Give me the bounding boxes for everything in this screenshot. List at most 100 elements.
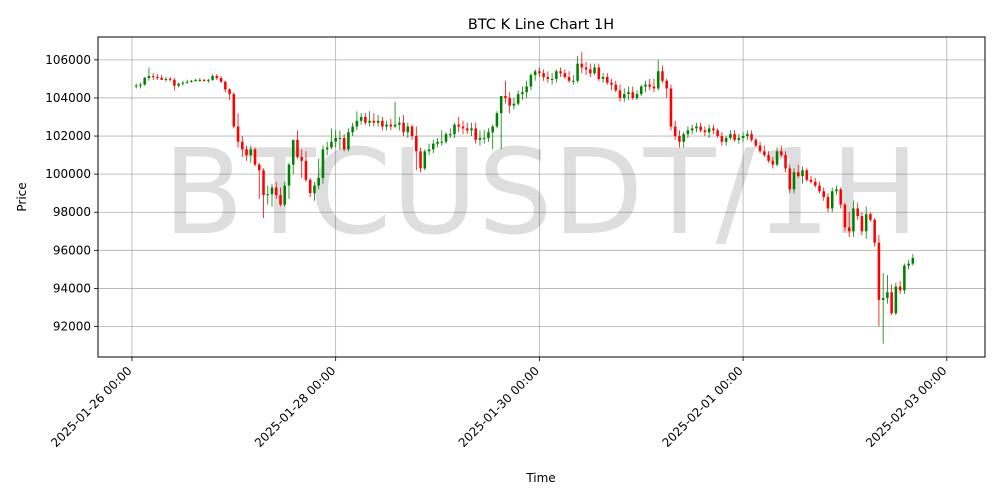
- candle: [622, 88, 626, 102]
- candle-body: [771, 160, 775, 165]
- candle: [881, 273, 885, 344]
- candle: [385, 120, 388, 131]
- y-tick-label: 102000: [45, 129, 91, 143]
- candle-body: [444, 134, 448, 142]
- candle: [232, 92, 236, 129]
- candle: [504, 80, 507, 104]
- candle-body: [423, 151, 427, 169]
- candle: [673, 120, 677, 140]
- candle: [563, 69, 567, 79]
- candle-body: [512, 103, 516, 106]
- candle: [143, 77, 146, 86]
- candle: [508, 92, 511, 114]
- candle: [712, 124, 715, 135]
- candle-body: [678, 136, 681, 142]
- x-tick-label: 2025-01-26 00:00: [48, 364, 134, 450]
- candle: [474, 122, 477, 144]
- candle-body: [368, 120, 371, 123]
- candle-body: [822, 191, 826, 197]
- chart-title: BTC K Line Chart 1H: [468, 17, 614, 33]
- candle-body: [347, 132, 350, 150]
- candle: [627, 86, 630, 100]
- candle-body: [767, 155, 770, 161]
- candle: [440, 130, 444, 146]
- candle: [555, 69, 558, 83]
- candle-body: [478, 137, 482, 140]
- candle: [419, 147, 422, 173]
- candle-body: [606, 77, 609, 83]
- candle-body: [160, 77, 163, 80]
- candle-body: [903, 265, 906, 291]
- candle: [139, 82, 142, 89]
- candle: [864, 206, 868, 239]
- candle: [398, 117, 401, 131]
- candle-body: [224, 81, 227, 90]
- candle: [347, 128, 350, 152]
- candle-body: [279, 195, 282, 205]
- candle: [279, 187, 282, 207]
- candle: [436, 137, 439, 148]
- candle-body: [300, 157, 303, 161]
- candle: [368, 111, 371, 127]
- candle: [274, 181, 278, 199]
- candle-body: [385, 124, 388, 127]
- candle-body: [533, 71, 537, 76]
- candle: [720, 132, 724, 146]
- candle-body: [784, 155, 787, 169]
- candle-body: [699, 126, 702, 131]
- candle-body: [746, 134, 749, 137]
- candle-body: [419, 151, 422, 169]
- candle-body: [555, 71, 558, 79]
- candle-body: [427, 149, 431, 152]
- candle: [478, 130, 482, 146]
- candle: [402, 115, 405, 137]
- candle-body: [639, 86, 643, 95]
- candle: [746, 130, 749, 140]
- candle-body: [775, 151, 779, 165]
- x-tick-label: 2025-01-28 00:00: [252, 364, 338, 450]
- candle: [190, 79, 193, 83]
- candle: [351, 122, 354, 137]
- candle-body: [516, 94, 520, 104]
- candle-body: [847, 227, 851, 232]
- candle-body: [911, 257, 915, 264]
- candle-body: [283, 185, 287, 205]
- candle: [826, 193, 830, 213]
- candle-body: [432, 143, 435, 150]
- candle: [151, 73, 155, 80]
- candle: [533, 69, 537, 81]
- candle: [168, 77, 172, 82]
- candle-body: [453, 124, 456, 135]
- candle: [813, 177, 817, 188]
- candle-body: [457, 124, 461, 127]
- candle: [716, 128, 719, 138]
- candle-body: [525, 86, 528, 93]
- candle: [758, 141, 762, 154]
- candle-body: [830, 191, 834, 209]
- candle-body: [521, 92, 524, 95]
- candle-body: [402, 122, 405, 133]
- candle-body: [211, 76, 214, 80]
- candle-body: [381, 120, 384, 127]
- candle: [767, 151, 770, 163]
- candle: [805, 168, 809, 182]
- candle-body: [173, 79, 176, 86]
- candle-body: [266, 194, 270, 196]
- candle: [202, 78, 206, 82]
- candle-body: [733, 134, 736, 140]
- candle-body: [351, 126, 354, 133]
- candle: [601, 73, 605, 83]
- candle: [427, 143, 431, 156]
- candle: [538, 67, 541, 77]
- candle: [499, 96, 503, 150]
- candle: [890, 284, 893, 316]
- candle-body: [567, 77, 571, 81]
- candle-body: [487, 132, 490, 138]
- candle-body: [156, 77, 159, 78]
- candle-body: [792, 172, 796, 190]
- candle: [542, 69, 545, 81]
- candle: [147, 67, 151, 81]
- candle-body: [601, 77, 605, 79]
- candle-body: [690, 128, 694, 131]
- candle: [703, 126, 707, 137]
